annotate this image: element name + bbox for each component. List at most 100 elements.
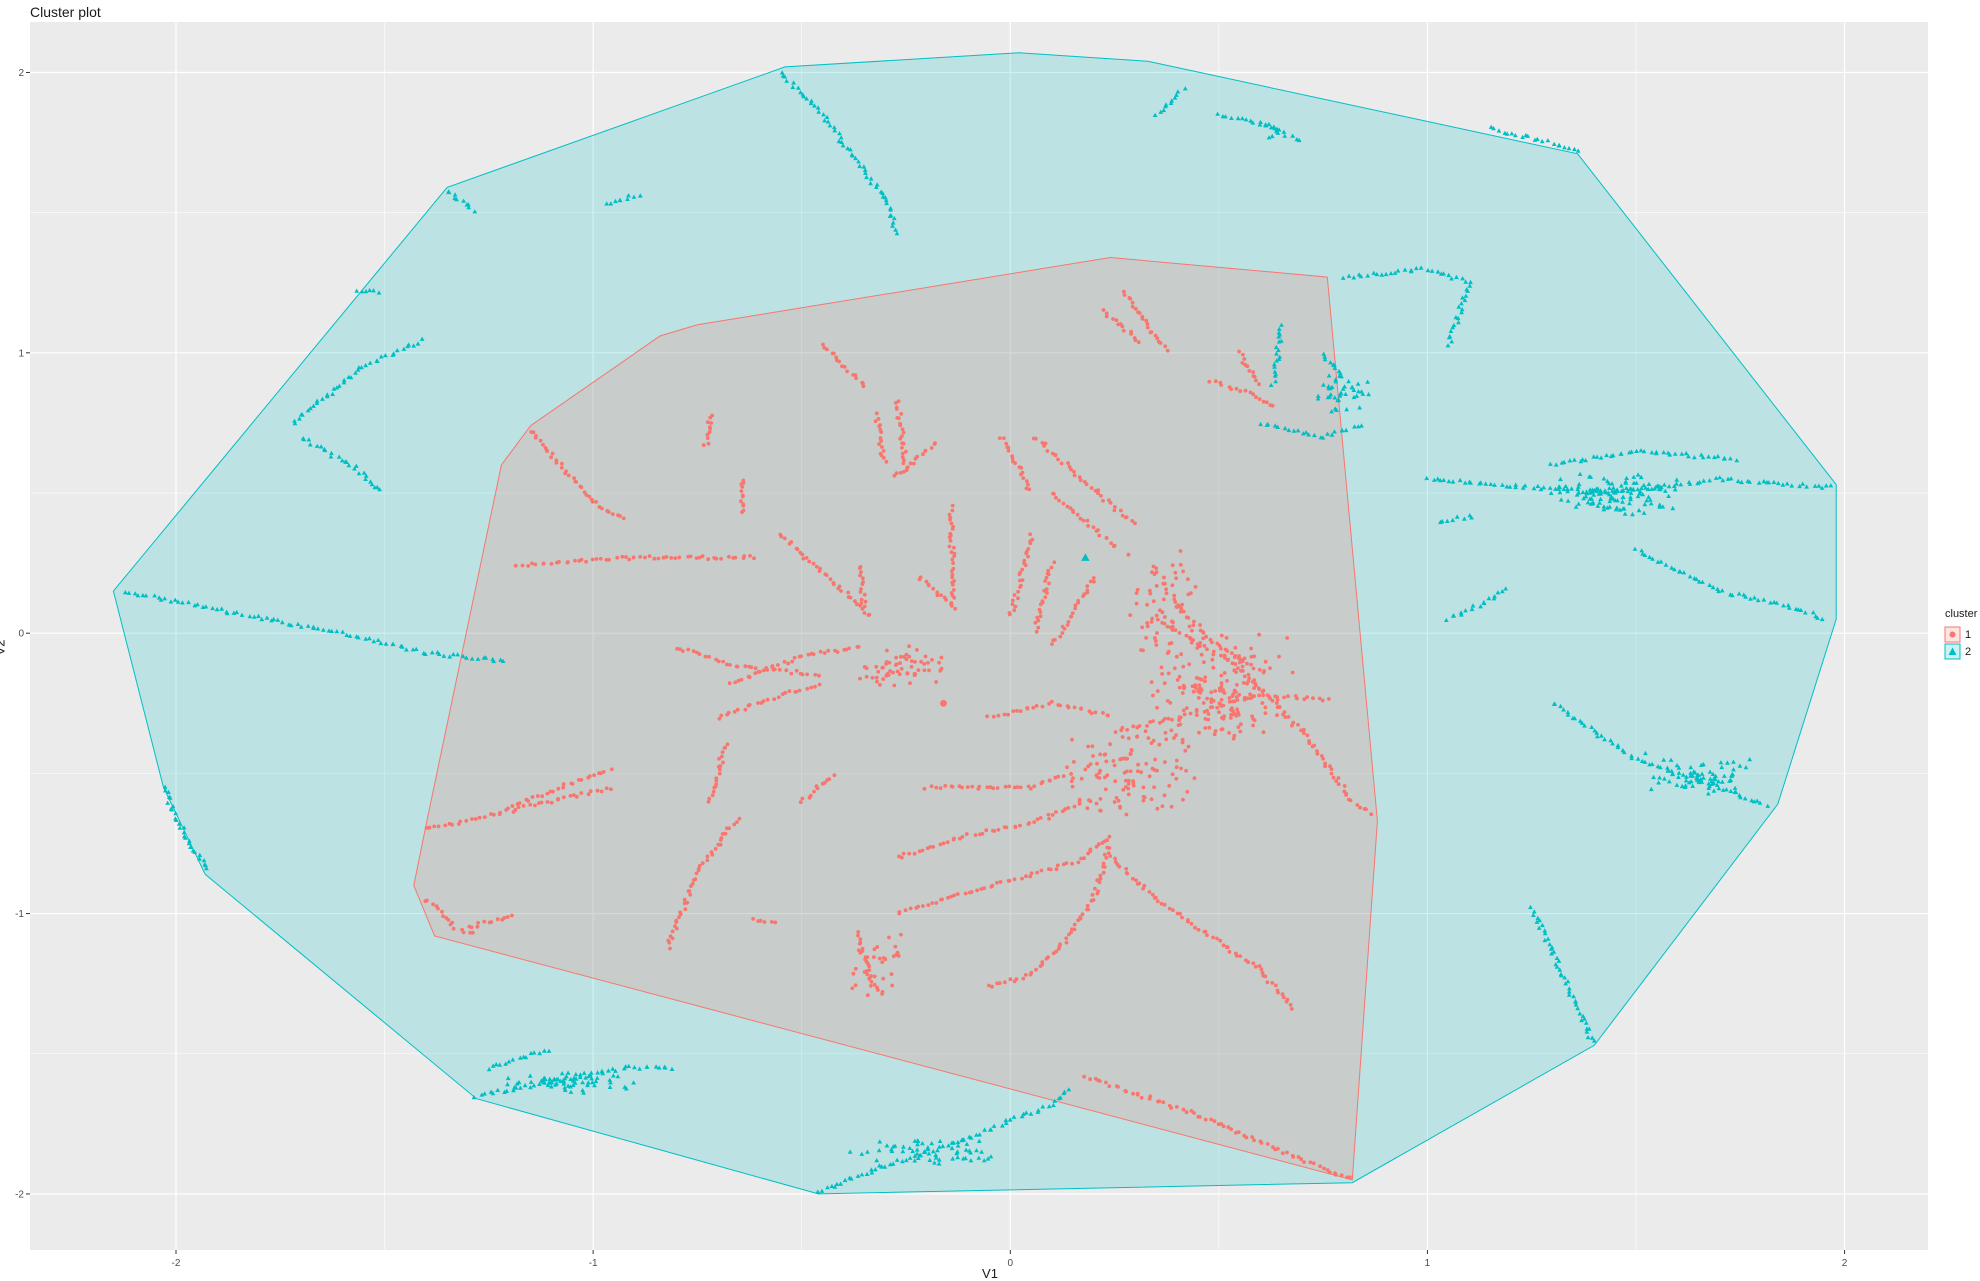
point-cluster-2 <box>1379 272 1385 277</box>
point-cluster-1 <box>1246 679 1251 684</box>
point-cluster-1 <box>1016 596 1020 601</box>
point-cluster-2 <box>1551 141 1557 146</box>
point-cluster-1 <box>1331 775 1336 780</box>
point-cluster-1 <box>1170 563 1175 568</box>
point-cluster-1 <box>892 473 897 478</box>
point-cluster-2 <box>465 202 471 207</box>
point-cluster-1 <box>865 972 870 977</box>
point-cluster-1 <box>1095 761 1099 766</box>
point-cluster-1 <box>1053 775 1058 780</box>
point-cluster-1 <box>668 946 672 951</box>
point-cluster-1 <box>862 604 867 609</box>
point-cluster-2 <box>594 1075 600 1080</box>
point-cluster-1 <box>545 800 550 804</box>
point-cluster-1 <box>1286 694 1290 699</box>
point-cluster-2 <box>1718 760 1724 765</box>
point-cluster-1 <box>1257 397 1262 401</box>
point-cluster-2 <box>369 482 375 487</box>
point-cluster-1 <box>1220 689 1225 694</box>
point-cluster-1 <box>1144 318 1149 323</box>
point-cluster-1 <box>1154 643 1159 647</box>
point-cluster-2 <box>1576 501 1581 506</box>
point-cluster-2 <box>1448 328 1454 333</box>
point-cluster-1 <box>1261 670 1266 675</box>
point-cluster-1 <box>758 669 762 674</box>
point-cluster-1 <box>1281 712 1285 717</box>
point-cluster-1 <box>1091 754 1095 758</box>
point-cluster-2 <box>234 609 240 615</box>
point-cluster-1 <box>1012 593 1017 597</box>
point-cluster-1 <box>1090 744 1095 749</box>
point-cluster-1 <box>1145 724 1149 728</box>
point-cluster-1 <box>1076 600 1080 605</box>
point-cluster-2 <box>1332 362 1337 368</box>
point-cluster-2 <box>637 193 643 198</box>
point-cluster-2 <box>1437 478 1443 483</box>
point-cluster-1 <box>1236 725 1241 729</box>
point-cluster-1 <box>1124 812 1129 817</box>
point-cluster-1 <box>917 849 922 854</box>
point-cluster-2 <box>1649 450 1655 455</box>
point-cluster-1 <box>604 557 609 562</box>
point-cluster-2 <box>1561 707 1566 712</box>
point-cluster-1 <box>1253 964 1258 969</box>
point-cluster-2 <box>936 1157 942 1162</box>
point-cluster-1 <box>985 714 989 719</box>
point-cluster-2 <box>1520 134 1525 139</box>
point-cluster-1 <box>740 494 745 499</box>
point-cluster-1 <box>1054 867 1059 872</box>
point-cluster-1 <box>1250 1135 1255 1139</box>
point-cluster-2 <box>503 1061 509 1066</box>
point-cluster-2 <box>1699 771 1705 776</box>
point-cluster-1 <box>1189 1109 1194 1113</box>
point-cluster-2 <box>554 1081 560 1086</box>
point-cluster-1 <box>922 662 927 666</box>
point-cluster-1 <box>1047 816 1051 821</box>
point-cluster-1 <box>1222 671 1227 675</box>
point-cluster-1 <box>859 601 864 606</box>
point-cluster-1 <box>1112 800 1117 804</box>
point-cluster-2 <box>1561 459 1567 465</box>
point-cluster-1 <box>963 891 968 896</box>
point-cluster-1 <box>1025 479 1029 484</box>
point-cluster-1 <box>1155 631 1159 635</box>
point-cluster-1 <box>592 773 596 778</box>
point-cluster-2 <box>256 613 261 618</box>
point-cluster-2 <box>850 153 855 158</box>
point-cluster-2 <box>1580 457 1585 462</box>
point-cluster-1 <box>864 959 869 964</box>
point-cluster-2 <box>1639 485 1644 491</box>
point-cluster-2 <box>1708 776 1713 781</box>
point-cluster-1 <box>1069 614 1074 619</box>
point-cluster-2 <box>1643 750 1648 756</box>
point-cluster-1 <box>934 785 939 790</box>
point-cluster-2 <box>784 78 789 83</box>
point-cluster-1 <box>1143 729 1148 734</box>
point-cluster-1 <box>533 435 538 440</box>
point-cluster-2 <box>1577 471 1583 476</box>
point-cluster-2 <box>914 1147 920 1152</box>
point-cluster-1 <box>822 651 827 655</box>
point-cluster-1 <box>1126 552 1131 557</box>
point-cluster-2 <box>890 1144 896 1149</box>
point-cluster-1 <box>1101 864 1106 869</box>
point-cluster-2 <box>1513 482 1519 487</box>
point-cluster-2 <box>1649 786 1654 792</box>
point-cluster-1 <box>1257 382 1261 387</box>
point-cluster-1 <box>1248 390 1253 395</box>
point-cluster-2 <box>1469 515 1474 520</box>
point-cluster-1 <box>878 683 882 687</box>
point-cluster-2 <box>894 1157 900 1162</box>
point-cluster-2 <box>842 1177 848 1183</box>
point-cluster-2 <box>1644 498 1650 503</box>
point-cluster-1 <box>470 930 475 935</box>
point-cluster-1 <box>853 983 858 988</box>
point-cluster-1 <box>1155 768 1159 773</box>
point-cluster-1 <box>881 677 886 681</box>
point-cluster-1 <box>1180 691 1185 695</box>
point-cluster-1 <box>901 461 906 466</box>
point-cluster-2 <box>1646 481 1652 486</box>
point-cluster-2 <box>1612 489 1618 494</box>
point-cluster-2 <box>1312 432 1317 438</box>
point-cluster-2 <box>1276 356 1282 361</box>
